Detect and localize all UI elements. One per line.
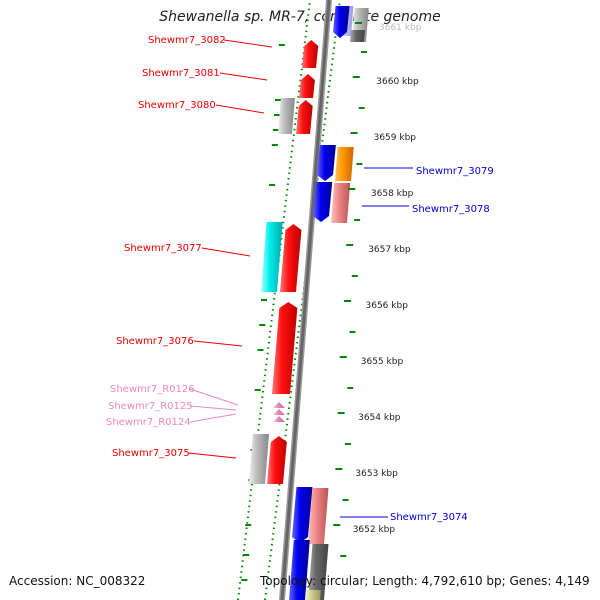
kbp-tick-label: 3659 kbp — [374, 133, 417, 143]
gene-arrow-3082 — [302, 40, 319, 68]
kbp-tick-label: 3657 kbp — [368, 245, 411, 255]
kbp-tick-label: 3658 kbp — [371, 189, 414, 199]
gene-leader-line — [193, 340, 243, 347]
rna-gene-chevron — [273, 409, 285, 415]
accession-text: Accession: NC_008322 — [9, 574, 146, 588]
gene-block-olive — [306, 590, 321, 600]
gene-label: Shewmr7_3081 — [142, 68, 220, 79]
gene-arrow-3079 — [317, 145, 336, 181]
gene-arrow-3077 — [280, 224, 302, 292]
gene-leader-line — [189, 405, 237, 411]
gene-block-pink — [331, 183, 351, 223]
gene-arrow-3081 — [299, 74, 315, 98]
kbp-tick-label: 3660 kbp — [376, 77, 419, 87]
rna-gene-chevron — [273, 416, 285, 422]
kbp-tick-label: 3653 kbp — [355, 469, 398, 479]
kbp-tick-label: 3654 kbp — [358, 413, 401, 423]
gene-block-grey — [278, 98, 295, 134]
gene-block-dark — [308, 544, 329, 600]
gene-block-orange — [335, 147, 354, 181]
kbp-tick-label: 3661 kbp — [379, 23, 422, 33]
topology-text: Topology: circular; Length: 4,792,610 bp… — [260, 574, 590, 588]
gene-label: Shewmr7_3076 — [116, 336, 194, 347]
gene-label: Shewmr7_3078 — [412, 204, 490, 215]
kbp-tick-label: 3655 kbp — [361, 357, 404, 367]
gene-leader-line — [215, 104, 265, 114]
gene-arrow-3078 — [313, 182, 333, 222]
gene-block-blue — [289, 540, 310, 600]
rna-gene-chevron — [273, 402, 285, 408]
gene-label: Shewmr7_R0124 — [106, 417, 191, 428]
gene-label: Shewmr7_3077 — [124, 243, 202, 254]
gene-label: Shewmr7_3080 — [138, 100, 216, 111]
gene-leader-line — [219, 72, 268, 81]
gene-arrow-3075 — [267, 436, 287, 484]
gene-label: Shewmr7_R0125 — [108, 401, 193, 412]
gene-arrow-3076 — [272, 302, 298, 394]
gene-block-cyan — [261, 222, 283, 292]
gene-arrow-3080 — [296, 100, 313, 134]
gene-arrow-3074 — [292, 487, 313, 543]
gene-leader-line — [187, 452, 237, 459]
gene-leader-line — [189, 413, 237, 423]
gene-label: Shewmr7_3074 — [390, 512, 468, 523]
gene-label: Shewmr7_3075 — [112, 448, 190, 459]
gene-arrow-minus — [333, 6, 350, 38]
map-title: Shewanella sp. MR-7, complete genome — [159, 9, 441, 25]
gene-label: Shewmr7_3082 — [148, 35, 226, 46]
gene-leader-line — [189, 388, 239, 406]
kbp-tick-label: 3656 kbp — [366, 301, 409, 311]
gene-block-pink — [308, 488, 329, 544]
gene-leader-line — [201, 247, 251, 257]
gene-label: Shewmr7_3079 — [416, 166, 494, 177]
gene-label: Shewmr7_R0126 — [110, 384, 195, 395]
backbone-line — [280, 0, 331, 600]
gene-block-grey — [249, 434, 269, 484]
kbp-tick-label: 3652 kbp — [353, 525, 396, 535]
gene-leader-line — [223, 39, 273, 48]
gene-block-dark — [350, 30, 365, 42]
